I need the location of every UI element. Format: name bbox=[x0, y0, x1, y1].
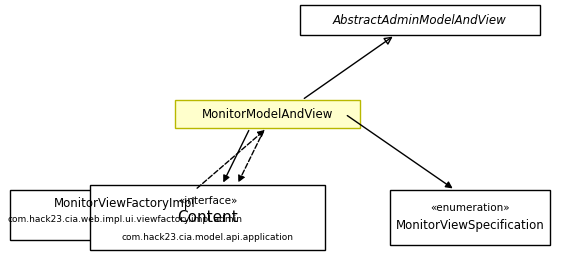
Bar bbox=[175, 100, 360, 128]
Bar bbox=[10, 190, 240, 240]
Bar bbox=[390, 190, 550, 245]
Text: «enumeration»: «enumeration» bbox=[430, 203, 510, 213]
Text: MonitorModelAndView: MonitorModelAndView bbox=[202, 107, 333, 120]
Bar bbox=[90, 185, 325, 250]
Text: com.hack23.cia.web.impl.ui.viewfactory.impl.admin: com.hack23.cia.web.impl.ui.viewfactory.i… bbox=[7, 215, 242, 224]
Text: MonitorViewSpecification: MonitorViewSpecification bbox=[396, 219, 544, 233]
Bar bbox=[300, 5, 540, 35]
Text: «interface»: «interface» bbox=[178, 196, 237, 206]
Text: MonitorViewFactoryImpl: MonitorViewFactoryImpl bbox=[54, 197, 196, 210]
Text: com.hack23.cia.model.api.application: com.hack23.cia.model.api.application bbox=[122, 233, 293, 242]
Text: Content: Content bbox=[177, 210, 238, 225]
Text: AbstractAdminModelAndView: AbstractAdminModelAndView bbox=[333, 13, 507, 26]
